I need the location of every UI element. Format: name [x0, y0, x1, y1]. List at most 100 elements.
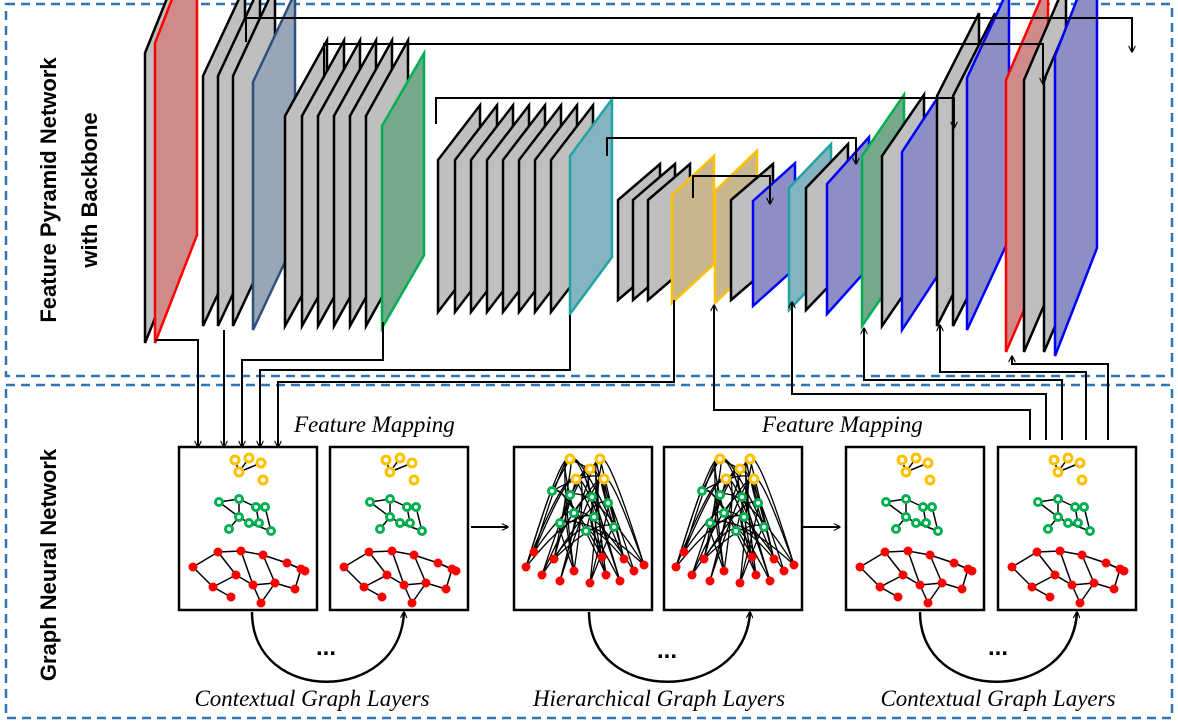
graph-node: [697, 486, 707, 496]
graph-node: [382, 570, 392, 580]
graph-node: [918, 502, 928, 512]
graph-node: [719, 508, 729, 518]
fpn-section-label: Feature Pyramid Network with Backbone: [36, 57, 102, 323]
skip-connections: [245, 17, 1132, 204]
graph-node: [296, 564, 306, 574]
repeat-arc-hierarchical: [587, 612, 750, 683]
graph-edge: [884, 551, 904, 576]
graph-node: [529, 547, 539, 557]
graph-node: [1076, 474, 1088, 486]
graph-node: [406, 457, 418, 469]
graph-edge: [859, 566, 881, 588]
return-connector-1: [714, 305, 1031, 440]
graph-node: [1085, 526, 1095, 536]
graph-node: [855, 562, 865, 572]
graph-node: [925, 550, 935, 560]
graph-node: [547, 486, 557, 496]
feature-pyramid-planes: [143, 0, 1099, 357]
graph-node: [244, 518, 254, 528]
graph-node: [609, 522, 619, 532]
graph-node: [243, 452, 255, 464]
graph-node: [585, 578, 595, 588]
feature-plane: [380, 48, 426, 333]
graph-node: [213, 547, 223, 557]
graph-node: [581, 526, 591, 536]
graph-edge: [343, 551, 370, 568]
graph-node: [365, 497, 375, 507]
graph-edge: [368, 551, 388, 576]
graph-node: [1115, 564, 1125, 574]
graph-node: [789, 560, 799, 570]
graph-node: [748, 473, 760, 485]
graph-node: [699, 554, 709, 564]
graph-node: [394, 452, 406, 464]
graph-node: [188, 562, 198, 572]
graph-edge: [907, 550, 921, 586]
graph-edge: [1011, 566, 1033, 588]
graph-node: [234, 512, 244, 522]
return-connector-3: [864, 328, 1063, 440]
graph-node: [1062, 452, 1074, 464]
graph-edge: [859, 551, 886, 568]
graph-node: [229, 454, 241, 466]
connector-red: [155, 339, 198, 447]
graph-node: [385, 512, 395, 522]
graph-node: [891, 524, 901, 534]
graph-node: [601, 570, 611, 580]
graph-node: [911, 518, 921, 528]
graph-edge: [719, 493, 795, 566]
graph-edge: [240, 550, 254, 586]
graph-node: [896, 454, 908, 466]
graph-node: [231, 570, 241, 580]
graph-node: [753, 498, 763, 508]
graph-edge: [1011, 551, 1038, 568]
graph-node: [270, 578, 280, 588]
graph-node: [933, 526, 943, 536]
graph-node: [549, 554, 559, 564]
feature-plane: [568, 95, 614, 318]
graph-node: [597, 552, 607, 562]
graph-node: [603, 498, 613, 508]
graph-node: [924, 474, 936, 486]
skip-connection-2: [323, 43, 1043, 84]
graph-node: [433, 558, 443, 568]
skip-connection-5: [692, 175, 770, 204]
graph-edge: [192, 551, 219, 568]
graph-node: [927, 502, 937, 512]
graph-node: [208, 582, 218, 592]
graph-node: [921, 518, 931, 528]
graph-node: [564, 453, 576, 465]
graph-node: [900, 466, 912, 478]
graph-node: [409, 550, 419, 560]
connector-teal: [260, 315, 571, 447]
graph-node: [584, 463, 596, 475]
graph-node: [1075, 598, 1085, 608]
graph-edge: [217, 551, 237, 576]
graph-node: [282, 558, 292, 568]
graph-node: [1055, 546, 1065, 556]
graph-panel: [328, 445, 470, 612]
graph-node: [765, 576, 775, 586]
graph-node: [1052, 466, 1064, 478]
feature-mapping-left-caption: Feature Mapping: [293, 412, 455, 437]
graph-edge: [413, 554, 427, 584]
graph-node: [1109, 584, 1119, 594]
skip-connection-4: [606, 137, 856, 164]
graph-node: [910, 452, 922, 464]
graph-node: [779, 566, 789, 576]
graph-node: [359, 582, 369, 592]
graph-node: [375, 524, 385, 534]
graph-edge: [391, 550, 405, 586]
graph-node: [408, 474, 420, 486]
repeat-arc-contextual-left: [250, 612, 404, 683]
graph-node: [923, 598, 933, 608]
feature-plane: [751, 160, 797, 309]
graph-node: [1067, 580, 1077, 590]
graph-node: [715, 490, 725, 500]
graph-node: [737, 492, 747, 502]
backbone-to-gnn-connectors: [155, 300, 675, 447]
gnn-to-decoder-connectors: [714, 302, 1109, 440]
graph-node: [893, 592, 903, 602]
graph-node: [255, 457, 267, 469]
graph-node: [1077, 550, 1087, 560]
